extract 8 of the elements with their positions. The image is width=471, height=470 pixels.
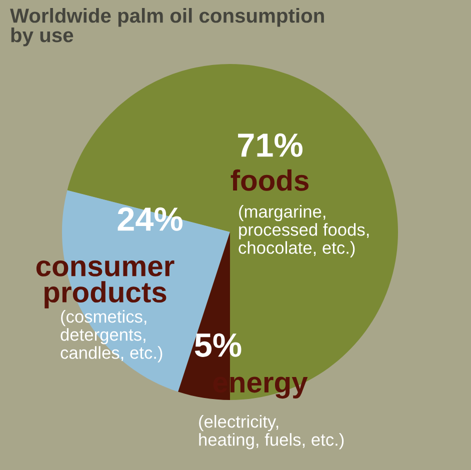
chart-title: Worldwide palm oil consumption by use <box>10 8 324 46</box>
slice-label: foods <box>230 169 308 191</box>
text: (electricity, heating, fuels, etc.) <box>199 415 344 450</box>
slice-label: consumer products <box>36 260 174 308</box>
data-label: 5% <box>194 333 242 357</box>
data-label: 24% <box>118 207 182 231</box>
data-label: 71% <box>238 133 302 157</box>
text: (margarine, processed foods, chocolate, etc.) <box>238 205 369 258</box>
